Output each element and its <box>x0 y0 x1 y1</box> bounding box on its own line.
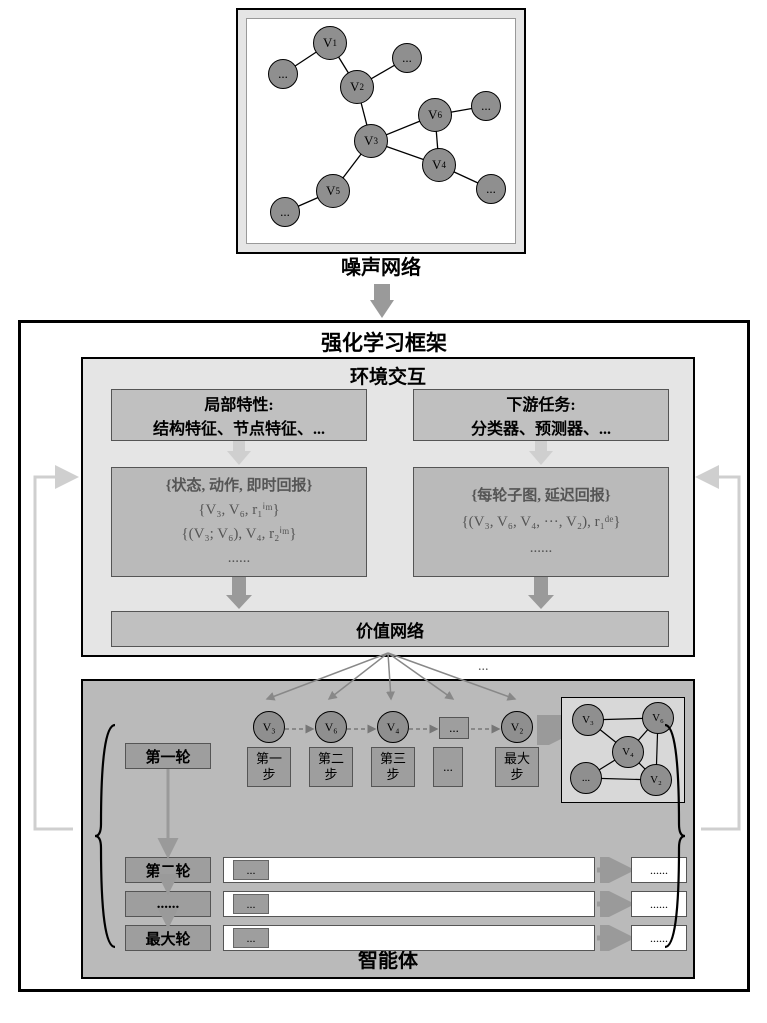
step-label-3: ... <box>433 747 463 787</box>
env-title: 环境交互 <box>83 362 693 389</box>
graph-node-e4: ... <box>476 174 506 204</box>
step-label-4: 最大步 <box>495 747 539 787</box>
agent-panel: 智能体第一轮第二轮......最大轮V₃V₆V₄...V₂第一步第二步第三步..… <box>81 679 695 979</box>
seq-node-ellipsis: ... <box>439 717 469 739</box>
rl-frame-title: 强化学习框架 <box>21 327 747 357</box>
graph-node-e5: ... <box>270 197 300 227</box>
subgraph-node-2: V₄ <box>612 736 644 768</box>
graph-node-v5: V5 <box>316 174 350 208</box>
graph-node-e2: ... <box>392 43 422 73</box>
downstream-task-box: 下游任务:分类器、预测器、... <box>413 389 669 441</box>
graph-node-v6: V6 <box>418 98 452 132</box>
graph-node-v1: V1 <box>313 26 347 60</box>
seq-node-2: V₄ <box>377 711 409 743</box>
graph-node-v4: V4 <box>422 148 456 182</box>
seq-node-4: V₂ <box>501 711 533 743</box>
step-label-0: 第一步 <box>247 747 291 787</box>
value-network-box: 价值网络 <box>111 611 669 647</box>
local-features-box: 局部特性:结构特征、节点特征、... <box>111 389 367 441</box>
step-label-1: 第二步 <box>309 747 353 787</box>
seq-node-1: V₆ <box>315 711 347 743</box>
noise-network-panel: V1...V2...V3V6...V4...V5...噪声网络 <box>236 8 526 254</box>
noise-network-title: 噪声网络 <box>238 251 524 280</box>
env-panel: 环境交互局部特性:结构特征、节点特征、... 下游任务:分类器、预测器、... {状… <box>81 357 695 657</box>
rl-frame: 强化学习框架环境交互局部特性:结构特征、节点特征、... 下游任务:分类器、预测器… <box>18 320 750 992</box>
round-bar-3 <box>223 891 595 917</box>
step-label-2: 第三步 <box>371 747 415 787</box>
round-bar-4 <box>223 925 595 951</box>
graph-node-v3: V3 <box>354 124 388 158</box>
subgraph-delayed-reward-box: {每轮子图, 延迟回报}{(V₃, V₆, V₄, ···, V₂), r₁ᵈᵉ… <box>413 467 669 577</box>
subgraph-node-3: ... <box>570 762 602 794</box>
graph-node-v2: V2 <box>340 70 374 104</box>
state-action-reward-box: {状态, 动作, 即时回报}{V₃, V₆, r₁ⁱᵐ}{(V₃; V₆), V… <box>111 467 367 577</box>
graph-node-e1: ... <box>268 59 298 89</box>
round-bar-2 <box>223 857 595 883</box>
seq-node-0: V₃ <box>253 711 285 743</box>
graph-node-e3: ... <box>471 91 501 121</box>
